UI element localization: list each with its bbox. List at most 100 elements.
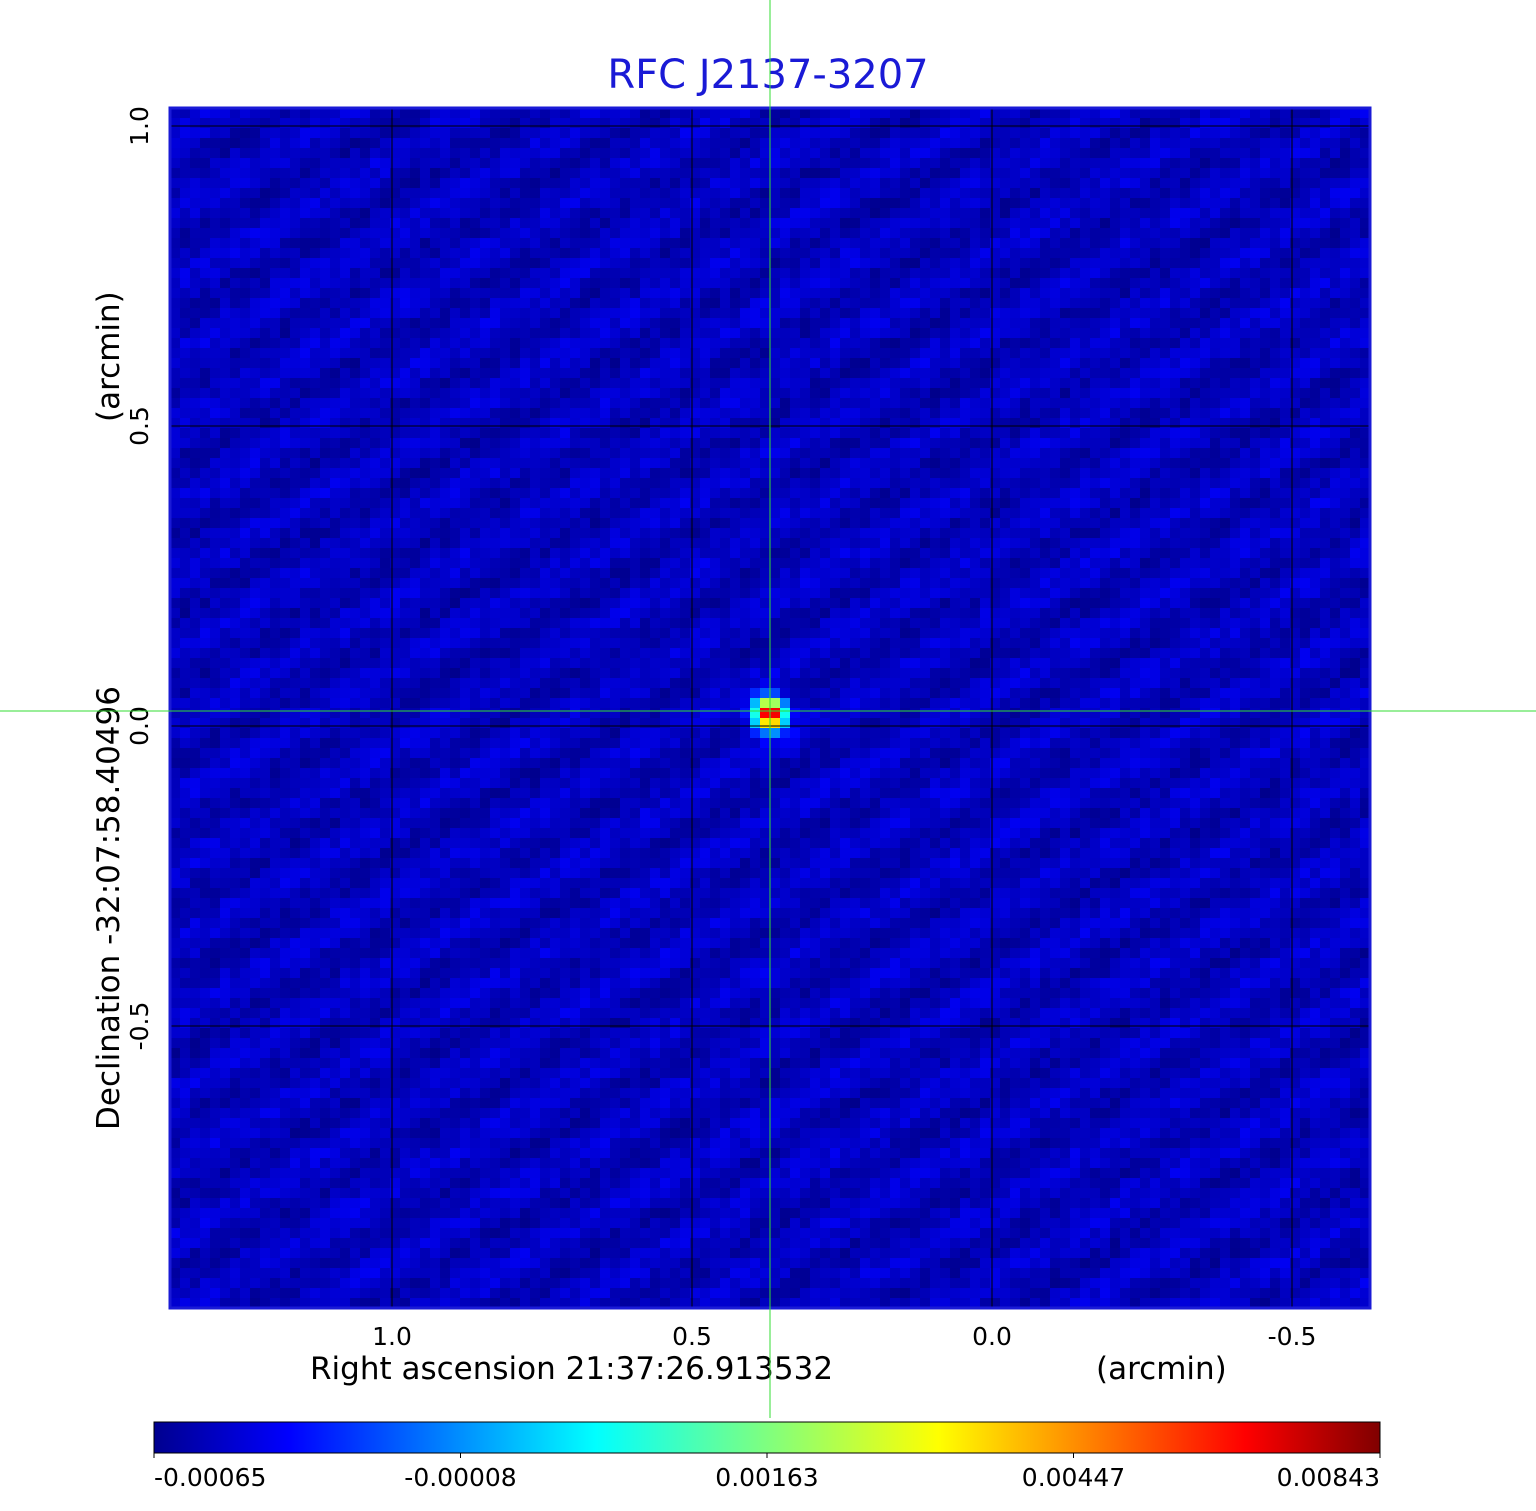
heatmap-cell — [1270, 368, 1281, 379]
heatmap-cell — [1000, 428, 1011, 439]
heatmap-cell — [490, 188, 501, 199]
heatmap-cell — [190, 518, 201, 529]
heatmap-cell — [1040, 298, 1051, 309]
heatmap-cell — [290, 258, 301, 269]
heatmap-cell — [900, 388, 911, 399]
heatmap-cell — [1350, 138, 1361, 149]
heatmap-cell — [380, 288, 391, 299]
heatmap-cell — [320, 458, 331, 469]
heatmap-cell — [300, 128, 311, 139]
heatmap-cell — [1270, 228, 1281, 239]
heatmap-cell — [1220, 198, 1231, 209]
heatmap-cell — [670, 248, 681, 259]
heatmap-cell — [790, 448, 801, 459]
heatmap-cell — [430, 188, 441, 199]
heatmap-cell — [430, 228, 441, 239]
heatmap-cell — [760, 298, 771, 309]
heatmap-cell — [920, 518, 931, 529]
heatmap-cell — [1080, 258, 1091, 269]
heatmap-cell — [1310, 488, 1321, 499]
heatmap-cell — [1060, 138, 1071, 149]
heatmap-cell — [1260, 218, 1271, 229]
heatmap-cell — [690, 258, 701, 269]
heatmap-cell — [900, 228, 911, 239]
heatmap-cell — [390, 248, 401, 259]
heatmap-cell — [900, 128, 911, 139]
heatmap-cell — [510, 338, 521, 349]
heatmap-cell — [1210, 358, 1221, 369]
heatmap-cell — [1080, 438, 1091, 449]
heatmap-cell — [270, 178, 281, 189]
heatmap-cell — [240, 428, 251, 439]
heatmap-cell — [620, 288, 631, 299]
heatmap-cell — [1350, 208, 1361, 219]
heatmap-cell — [700, 378, 711, 389]
heatmap-cell — [450, 338, 461, 349]
heatmap-cell — [790, 288, 801, 299]
heatmap-cell — [230, 328, 241, 339]
heatmap-cell — [190, 128, 201, 139]
heatmap-cell — [1350, 328, 1361, 339]
heatmap-cell — [1130, 498, 1141, 509]
heatmap-cell — [920, 238, 931, 249]
heatmap-cell — [250, 408, 261, 419]
heatmap-cell — [220, 378, 231, 389]
heatmap-cell — [220, 368, 231, 379]
heatmap-cell — [770, 108, 781, 119]
heatmap-cell — [400, 468, 411, 479]
heatmap-cell — [730, 448, 741, 459]
heatmap-cell — [530, 268, 541, 279]
heatmap-cell — [800, 388, 811, 399]
heatmap-cell — [300, 478, 311, 489]
heatmap-cell — [950, 298, 961, 309]
heatmap-cell — [380, 388, 391, 399]
heatmap-cell — [1050, 248, 1061, 259]
heatmap-cell — [570, 338, 581, 349]
heatmap-cell — [420, 148, 431, 159]
heatmap-cell — [940, 438, 951, 449]
heatmap-cell — [1360, 258, 1370, 269]
heatmap-cell — [550, 268, 561, 279]
heatmap-cell — [610, 428, 621, 439]
heatmap-cell — [540, 148, 551, 159]
heatmap-cell — [280, 428, 291, 439]
heatmap-cell — [550, 348, 561, 359]
heatmap-cell — [750, 168, 761, 179]
heatmap-cell — [540, 258, 551, 269]
heatmap-cell — [220, 338, 231, 349]
heatmap-cell — [630, 418, 641, 429]
heatmap-cell — [250, 298, 261, 309]
heatmap-cell — [1090, 358, 1101, 369]
heatmap-cell — [1070, 278, 1081, 289]
heatmap-cell — [540, 458, 551, 469]
heatmap-cell — [1320, 108, 1331, 119]
heatmap-cell — [720, 438, 731, 449]
heatmap-cell — [390, 518, 401, 529]
heatmap-cell — [670, 188, 681, 199]
heatmap-cell — [1200, 498, 1211, 509]
heatmap-cell — [540, 448, 551, 459]
heatmap-cell — [1010, 418, 1021, 429]
heatmap-cell — [1300, 288, 1311, 299]
heatmap-cell — [810, 178, 821, 189]
heatmap-cell — [430, 398, 441, 409]
heatmap-cell — [270, 508, 281, 519]
heatmap-cell — [430, 118, 441, 129]
heatmap-cell — [1170, 188, 1181, 199]
heatmap-cell — [550, 458, 561, 469]
heatmap-cell — [640, 198, 651, 209]
heatmap-cell — [980, 208, 991, 219]
heatmap-cell — [650, 518, 661, 529]
heatmap-cell — [180, 288, 191, 299]
heatmap-cell — [630, 468, 641, 479]
heatmap-cell — [1140, 298, 1151, 309]
heatmap-cell — [1110, 498, 1121, 509]
heatmap-cell — [840, 258, 851, 269]
heatmap-cell — [440, 198, 451, 209]
heatmap-cell — [1150, 498, 1161, 509]
heatmap-cell — [580, 348, 591, 359]
heatmap-cell — [250, 258, 261, 269]
heatmap-cell — [1210, 258, 1221, 269]
heatmap-cell — [1310, 468, 1321, 479]
heatmap-cell — [360, 428, 371, 439]
